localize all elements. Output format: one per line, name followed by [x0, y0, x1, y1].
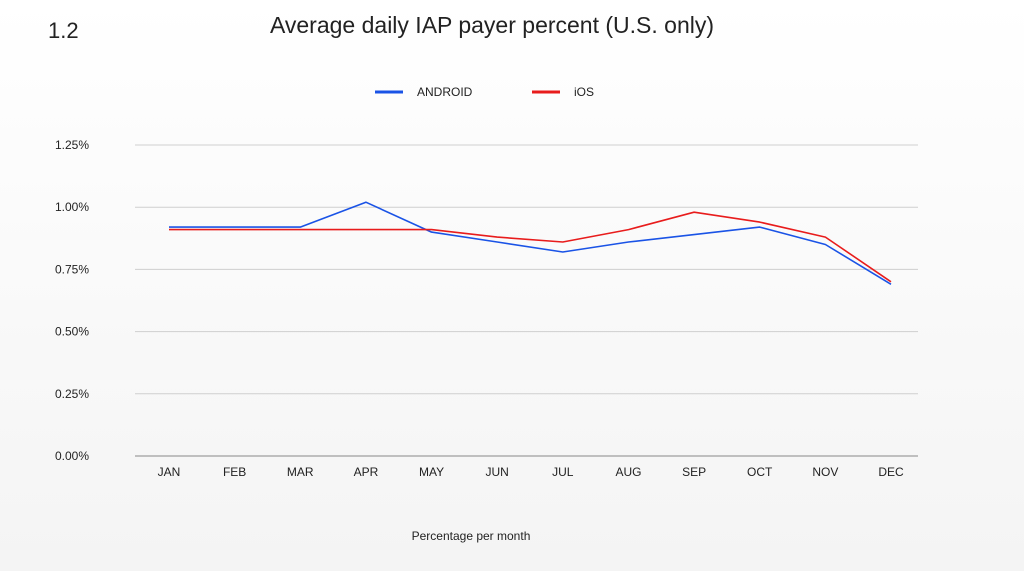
y-tick-label: 0.50% — [55, 325, 89, 339]
slide-number: 1.2 — [48, 18, 79, 43]
x-tick-label: JAN — [158, 465, 181, 479]
y-axis: 0.00% 0.25% 0.50% 0.75% 1.00% 1.25% — [55, 138, 89, 463]
x-tick-label: JUL — [552, 465, 574, 479]
grid — [135, 144, 918, 457]
x-axis-label: Percentage per month — [412, 529, 531, 543]
legend-label-ios: iOS — [574, 85, 594, 99]
x-tick-label: APR — [354, 465, 379, 479]
x-tick-label: JUN — [486, 465, 509, 479]
y-tick-label: 0.75% — [55, 262, 89, 276]
y-tick-label: 1.00% — [55, 200, 89, 214]
x-tick-label: FEB — [223, 465, 246, 479]
chart-title: Average daily IAP payer percent (U.S. on… — [269, 12, 715, 38]
x-tick-label: MAY — [419, 465, 444, 479]
x-tick-label: AUG — [615, 465, 641, 479]
y-tick-label: 0.25% — [55, 387, 89, 401]
legend-label-android: ANDROID — [417, 85, 473, 99]
legend: ANDROID iOS — [375, 85, 594, 99]
series-line-ios — [169, 211, 892, 283]
x-tick-label: NOV — [812, 465, 838, 479]
series-line-android — [169, 201, 892, 285]
y-tick-label: 1.25% — [55, 138, 89, 152]
x-tick-label: SEP — [682, 465, 706, 479]
series-lines — [169, 201, 892, 285]
x-tick-label: DEC — [878, 465, 904, 479]
x-tick-label: OCT — [747, 465, 773, 479]
x-axis: JAN FEB MAR APR MAY JUN JUL AUG SEP OCT NOV DEC — [158, 465, 904, 479]
x-tick-label: MAR — [287, 465, 314, 479]
y-tick-label: 0.00% — [55, 449, 89, 463]
